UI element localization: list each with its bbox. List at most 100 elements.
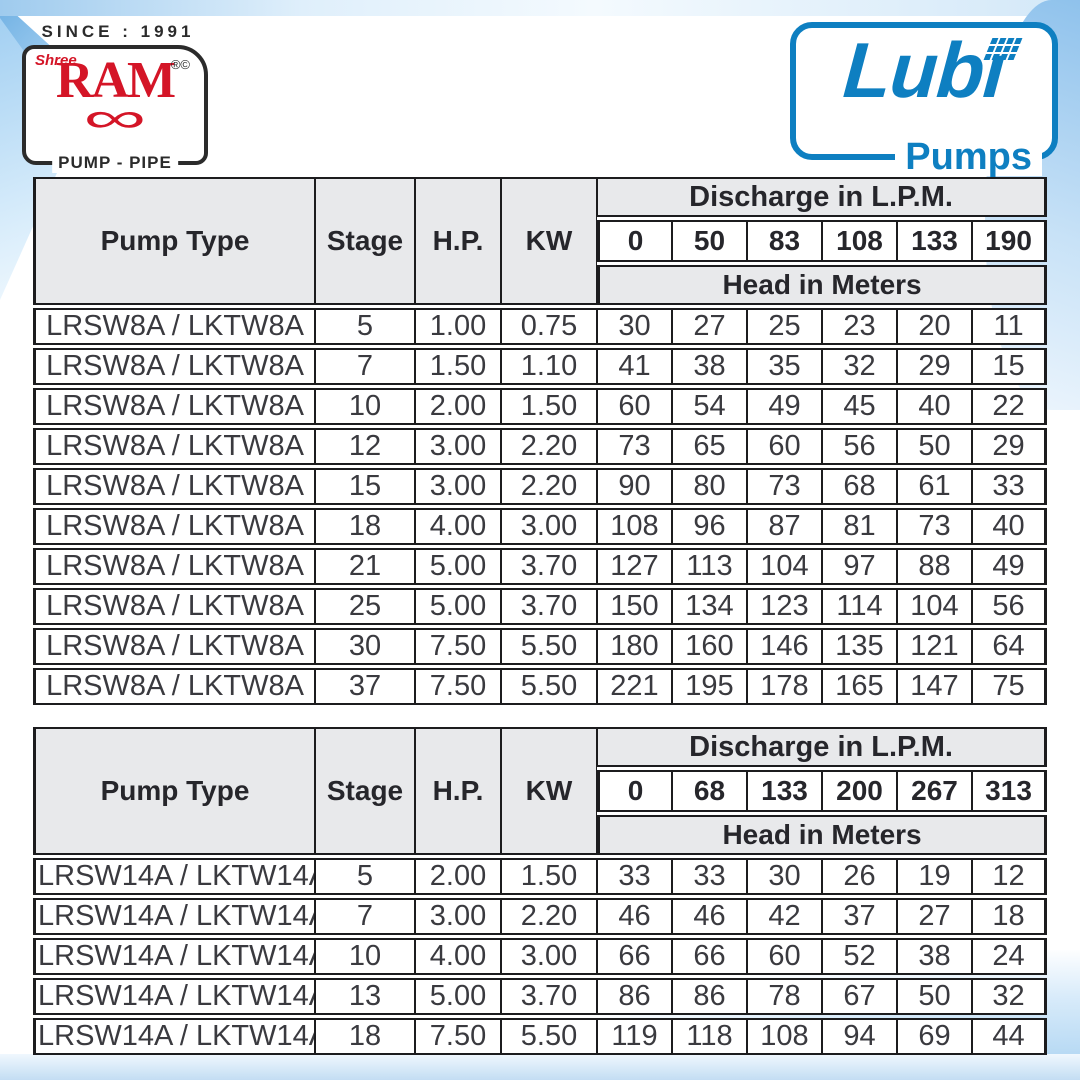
head-value-cell: 150 (597, 588, 672, 625)
head-value-cell: 54 (672, 388, 747, 425)
registered-copyright-marks: ®© (170, 57, 190, 72)
head-value-cell: 97 (822, 548, 897, 585)
stage-cell: 37 (315, 668, 415, 705)
head-value-cell: 32 (822, 348, 897, 385)
pump-type-cell: LRSW8A / LKTW8A (33, 628, 315, 665)
head-value-cell: 50 (897, 428, 972, 465)
head-value-cell: 86 (672, 978, 747, 1015)
head-value-cell: 22 (972, 388, 1048, 425)
discharge-value-cell: 267 (897, 770, 972, 812)
head-value-cell: 37 (822, 898, 897, 935)
hp-cell: 4.00 (415, 938, 501, 975)
stage-cell: 21 (315, 548, 415, 585)
head-value-cell: 60 (747, 938, 822, 975)
hp-cell: 2.00 (415, 858, 501, 895)
head-value-cell: 33 (972, 468, 1048, 505)
pump-type-cell: LRSW8A / LKTW8A (33, 668, 315, 705)
head-value-cell: 12 (972, 858, 1048, 895)
head-value-cell: 23 (822, 308, 897, 345)
head-value-cell: 135 (822, 628, 897, 665)
hp-header: H.P. (415, 727, 501, 855)
head-value-cell: 195 (672, 668, 747, 705)
head-value-cell: 64 (972, 628, 1048, 665)
head-value-cell: 123 (747, 588, 822, 625)
hp-cell: 5.00 (415, 588, 501, 625)
kw-cell: 0.75 (501, 308, 597, 345)
head-value-cell: 94 (822, 1018, 897, 1055)
head-value-cell: 60 (747, 428, 822, 465)
kw-cell: 1.50 (501, 388, 597, 425)
discharge-value-cell: 200 (822, 770, 897, 812)
head-value-cell: 165 (822, 668, 897, 705)
stage-cell: 7 (315, 348, 415, 385)
head-value-cell: 104 (747, 548, 822, 585)
hp-cell: 7.50 (415, 668, 501, 705)
discharge-value-cell: 190 (972, 220, 1048, 262)
table-row: LRSW8A / LKTW8A 15 3.00 2.20 90 80 73 68 61 33 (33, 468, 1048, 505)
stage-cell: 5 (315, 308, 415, 345)
lubi-pumps-logo: Lubı Pumps (790, 22, 1058, 176)
head-value-cell: 113 (672, 548, 747, 585)
head-value-cell: 118 (672, 1018, 747, 1055)
pump-type-cell: LRSW8A / LKTW8A (33, 308, 315, 345)
pump-pipe-tagline: PUMP - PIPE (52, 153, 178, 173)
head-value-cell: 160 (672, 628, 747, 665)
head-value-cell: 49 (972, 548, 1048, 585)
head-value-cell: 108 (597, 508, 672, 545)
kw-cell: 5.50 (501, 628, 597, 665)
head-value-cell: 56 (972, 588, 1048, 625)
kw-cell: 3.00 (501, 508, 597, 545)
hp-cell: 7.50 (415, 1018, 501, 1055)
kw-cell: 2.20 (501, 898, 597, 935)
table-row: LRSW8A / LKTW8A 18 4.00 3.00 108 96 87 81 73 40 (33, 508, 1048, 545)
head-value-cell: 81 (822, 508, 897, 545)
discharge-values-row: 0 68 133 200 267 313 (33, 770, 1048, 812)
head-value-cell: 67 (822, 978, 897, 1015)
head-value-cell: 86 (597, 978, 672, 1015)
kw-cell: 1.50 (501, 858, 597, 895)
kw-header: KW (501, 177, 597, 305)
pump-spec-table-lrsw14a: Pump Type Stage H.P. KW Discharge in L.P… (33, 724, 1048, 1058)
head-value-cell: 66 (672, 938, 747, 975)
head-value-cell: 96 (672, 508, 747, 545)
hp-cell: 3.00 (415, 428, 501, 465)
head-value-cell: 147 (897, 668, 972, 705)
head-value-cell: 20 (897, 308, 972, 345)
head-value-cell: 90 (597, 468, 672, 505)
kw-cell: 3.70 (501, 978, 597, 1015)
hp-cell: 5.00 (415, 978, 501, 1015)
hp-cell: 5.00 (415, 548, 501, 585)
head-value-cell: 56 (822, 428, 897, 465)
head-value-cell: 108 (747, 1018, 822, 1055)
pumps-text: Pumps (895, 138, 1042, 176)
discharge-value-cell: 0 (597, 220, 672, 262)
head-value-cell: 32 (972, 978, 1048, 1015)
head-value-cell: 146 (747, 628, 822, 665)
table-row: LRSW8A / LKTW8A 7 1.50 1.10 41 38 35 32 29 15 (33, 348, 1048, 385)
head-value-cell: 45 (822, 388, 897, 425)
discharge-value-cell: 50 (672, 220, 747, 262)
discharge-value-cell: 68 (672, 770, 747, 812)
head-value-cell: 60 (597, 388, 672, 425)
head-value-cell: 15 (972, 348, 1048, 385)
head-value-cell: 30 (747, 858, 822, 895)
stage-cell: 30 (315, 628, 415, 665)
kw-cell: 1.10 (501, 348, 597, 385)
pump-type-cell: LRSW8A / LKTW8A (33, 468, 315, 505)
kw-cell: 2.20 (501, 468, 597, 505)
stage-cell: 5 (315, 858, 415, 895)
head-value-cell: 78 (747, 978, 822, 1015)
head-value-cell: 38 (672, 348, 747, 385)
head-value-cell: 24 (972, 938, 1048, 975)
stage-cell: 18 (315, 1018, 415, 1055)
head-value-cell: 68 (822, 468, 897, 505)
head-value-cell: 61 (897, 468, 972, 505)
discharge-value-cell: 108 (822, 220, 897, 262)
stage-cell: 25 (315, 588, 415, 625)
head-value-cell: 33 (597, 858, 672, 895)
infinity-swirl-icon: ∞ (83, 94, 147, 141)
head-value-cell: 30 (597, 308, 672, 345)
pump-type-cell: LRSW8A / LKTW8A (33, 588, 315, 625)
head-value-cell: 29 (897, 348, 972, 385)
head-value-cell: 73 (597, 428, 672, 465)
